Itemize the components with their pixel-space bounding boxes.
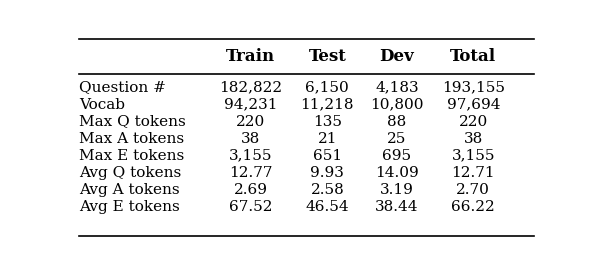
Text: 3,155: 3,155: [229, 149, 273, 163]
Text: 193,155: 193,155: [442, 80, 505, 94]
Text: 2.69: 2.69: [234, 183, 268, 197]
Text: 10,800: 10,800: [370, 97, 423, 112]
Text: Question #: Question #: [80, 80, 166, 94]
Text: 9.93: 9.93: [310, 166, 344, 180]
Text: 12.71: 12.71: [451, 166, 495, 180]
Text: 220: 220: [236, 114, 266, 129]
Text: 3,155: 3,155: [451, 149, 495, 163]
Text: Avg Q tokens: Avg Q tokens: [80, 166, 182, 180]
Text: 695: 695: [382, 149, 411, 163]
Text: 38.44: 38.44: [375, 200, 419, 214]
Text: Dev: Dev: [380, 48, 414, 65]
Text: 2.70: 2.70: [456, 183, 490, 197]
Text: Avg E tokens: Avg E tokens: [80, 200, 180, 214]
Text: 21: 21: [318, 132, 337, 146]
Text: Test: Test: [309, 48, 346, 65]
Text: 97,694: 97,694: [447, 97, 500, 112]
Text: 46.54: 46.54: [306, 200, 349, 214]
Text: Max E tokens: Max E tokens: [80, 149, 185, 163]
Text: Total: Total: [450, 48, 496, 65]
Text: 11,218: 11,218: [301, 97, 354, 112]
Text: 4,183: 4,183: [375, 80, 419, 94]
Text: 88: 88: [388, 114, 407, 129]
Text: 14.09: 14.09: [375, 166, 419, 180]
Text: 6,150: 6,150: [306, 80, 349, 94]
Text: 135: 135: [313, 114, 342, 129]
Text: 2.58: 2.58: [310, 183, 344, 197]
Text: 38: 38: [463, 132, 483, 146]
Text: Max A tokens: Max A tokens: [80, 132, 185, 146]
Text: 94,231: 94,231: [224, 97, 277, 112]
Text: 182,822: 182,822: [219, 80, 282, 94]
Text: Vocab: Vocab: [80, 97, 126, 112]
Text: 25: 25: [387, 132, 407, 146]
Text: Avg A tokens: Avg A tokens: [80, 183, 180, 197]
Text: 651: 651: [313, 149, 342, 163]
Text: 67.52: 67.52: [229, 200, 273, 214]
Text: 3.19: 3.19: [380, 183, 414, 197]
Text: 38: 38: [241, 132, 261, 146]
Text: Max Q tokens: Max Q tokens: [80, 114, 186, 129]
Text: 12.77: 12.77: [229, 166, 273, 180]
Text: 220: 220: [459, 114, 488, 129]
Text: Train: Train: [226, 48, 276, 65]
Text: 66.22: 66.22: [451, 200, 495, 214]
